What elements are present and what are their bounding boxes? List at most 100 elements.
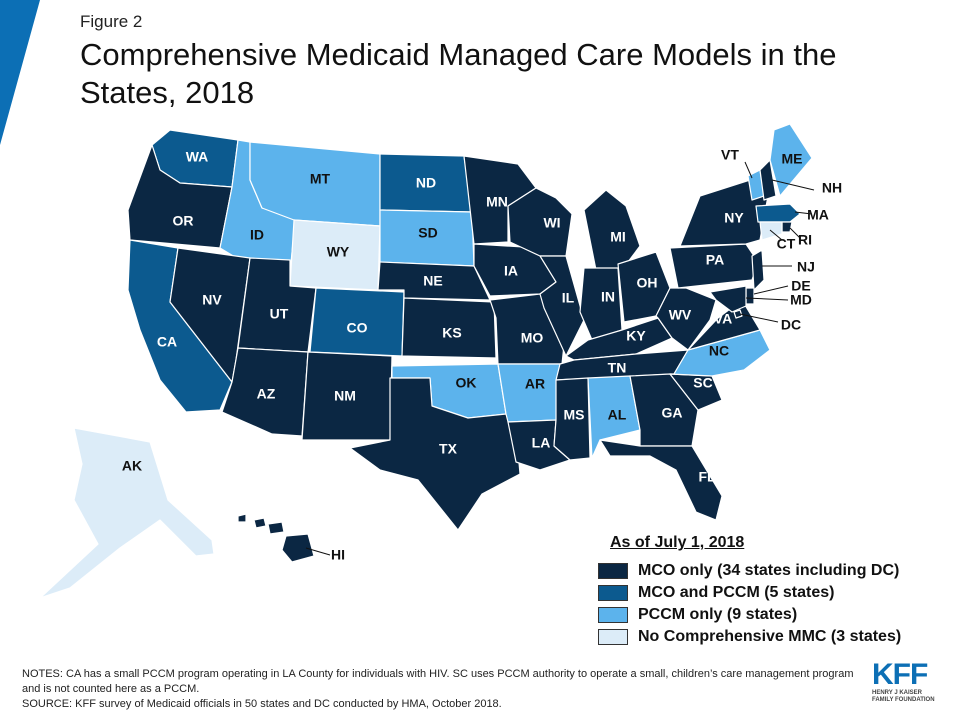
state-label-nm: NM	[334, 388, 356, 404]
notes-text: NOTES: CA has a small PCCM program opera…	[22, 668, 854, 695]
leader-line	[794, 211, 813, 215]
state-label-ky: KY	[626, 328, 646, 344]
state-label-va: VA	[714, 311, 732, 327]
state-label-hi: HI	[331, 547, 345, 563]
legend-label-pccm-only: PCCM only (9 states)	[638, 606, 798, 623]
state-label-il: IL	[562, 290, 575, 306]
state-label-ne: NE	[423, 273, 442, 289]
state-label-dc: DC	[781, 317, 801, 333]
legend-swatch-pccm-only	[598, 607, 628, 623]
leader-line	[769, 229, 783, 241]
legend-swatch-mco-pccm	[598, 585, 628, 601]
state-tx	[349, 377, 521, 531]
legend-label-none: No Comprehensive MMC (3 states)	[638, 628, 902, 645]
state-label-sc: SC	[693, 375, 712, 391]
leader-line	[305, 547, 331, 556]
state-label-or: OR	[173, 213, 194, 229]
state-label-nh: NH	[822, 180, 842, 196]
state-nj	[751, 249, 765, 291]
state-label-mn: MN	[486, 194, 508, 210]
state-label-al: AL	[608, 407, 627, 423]
leader-line	[789, 227, 801, 239]
state-label-vt: VT	[721, 147, 739, 163]
legend: As of July 1, 2018 MCO only (34 states i…	[598, 534, 958, 648]
state-wv	[655, 287, 717, 351]
logo-sub-2: FAMILY FOUNDATION	[872, 697, 935, 703]
state-de	[745, 287, 755, 305]
state-label-wy: WY	[327, 244, 350, 260]
state-label-wi: WI	[543, 215, 560, 231]
legend-label-mco-only: MCO only (34 states including DC)	[638, 562, 900, 579]
logo-wordmark: KFF	[872, 658, 928, 691]
state-label-ok: OK	[456, 375, 477, 391]
leader-line	[745, 297, 789, 301]
state-label-ga: GA	[662, 405, 683, 421]
state-label-tx: TX	[439, 441, 458, 457]
state-label-ia: IA	[504, 263, 518, 279]
state-label-mo: MO	[521, 330, 544, 346]
figure-label: Figure 2	[80, 12, 143, 31]
state-label-fl: FL	[698, 469, 716, 485]
leader-line	[744, 161, 753, 179]
state-label-ms: MS	[564, 407, 585, 423]
legend-swatch-none	[598, 629, 628, 645]
state-label-tn: TN	[608, 360, 627, 376]
source-text: SOURCE: KFF survey of Medicaid officials…	[22, 698, 502, 710]
state-label-nj: NJ	[797, 259, 815, 275]
state-label-ny: NY	[724, 210, 744, 226]
state-label-co: CO	[347, 320, 368, 336]
state-al	[587, 375, 641, 459]
state-label-me: ME	[782, 151, 803, 167]
logo-sub-1: HENRY J KAISER	[872, 690, 923, 696]
legend-item-mco-only: MCO only (34 states including DC)	[598, 560, 958, 582]
corner-accent	[0, 0, 40, 145]
legend-item-pccm-only: PCCM only (9 states)	[598, 604, 958, 626]
state-dc	[733, 309, 743, 319]
state-mi	[583, 189, 641, 271]
state-label-ut: UT	[270, 306, 289, 322]
kff-logo: KFF HENRY J KAISER FAMILY FOUNDATION	[872, 660, 935, 704]
state-label-mi: MI	[610, 229, 626, 245]
state-label-oh: OH	[637, 275, 658, 291]
state-label-az: AZ	[257, 386, 276, 402]
state-label-pa: PA	[706, 252, 724, 268]
state-label-la: LA	[532, 435, 551, 451]
state-fl	[599, 439, 723, 521]
state-nh	[759, 159, 777, 201]
legend-item-none: No Comprehensive MMC (3 states)	[598, 626, 958, 648]
state-il	[539, 255, 585, 357]
state-label-ak: AK	[122, 458, 142, 474]
state-label-wa: WA	[186, 149, 209, 165]
state-hi	[237, 513, 315, 563]
state-label-wv: WV	[669, 307, 692, 323]
state-label-sd: SD	[418, 225, 437, 241]
page-title: Comprehensive Medicaid Managed Care Mode…	[80, 37, 837, 110]
state-label-nd: ND	[416, 175, 436, 191]
state-ks	[401, 297, 497, 359]
leader-line	[739, 313, 779, 323]
notes: NOTES: CA has a small PCCM program opera…	[22, 667, 862, 712]
state-ri	[781, 221, 793, 233]
state-ar	[497, 363, 563, 423]
legend-title: As of July 1, 2018	[610, 534, 745, 551]
state-label-ks: KS	[442, 325, 461, 341]
state-me	[769, 123, 813, 197]
state-label-de: DE	[791, 278, 810, 294]
legend-item-mco-pccm: MCO and PCCM (5 states)	[598, 582, 958, 604]
state-label-ma: MA	[807, 207, 829, 223]
state-ma	[755, 203, 801, 223]
state-wi	[507, 187, 573, 257]
state-label-in: IN	[601, 289, 615, 305]
state-label-nc: NC	[709, 343, 729, 359]
state-label-nv: NV	[202, 292, 222, 308]
state-ak	[39, 427, 215, 599]
state-label-md: MD	[790, 292, 812, 308]
state-label-mt: MT	[310, 171, 331, 187]
state-label-id: ID	[250, 227, 264, 243]
state-label-ar: AR	[525, 376, 545, 392]
state-label-ca: CA	[157, 334, 177, 350]
state-md	[709, 285, 747, 313]
leader-line	[753, 285, 789, 295]
legend-swatch-mco-only	[598, 563, 628, 579]
